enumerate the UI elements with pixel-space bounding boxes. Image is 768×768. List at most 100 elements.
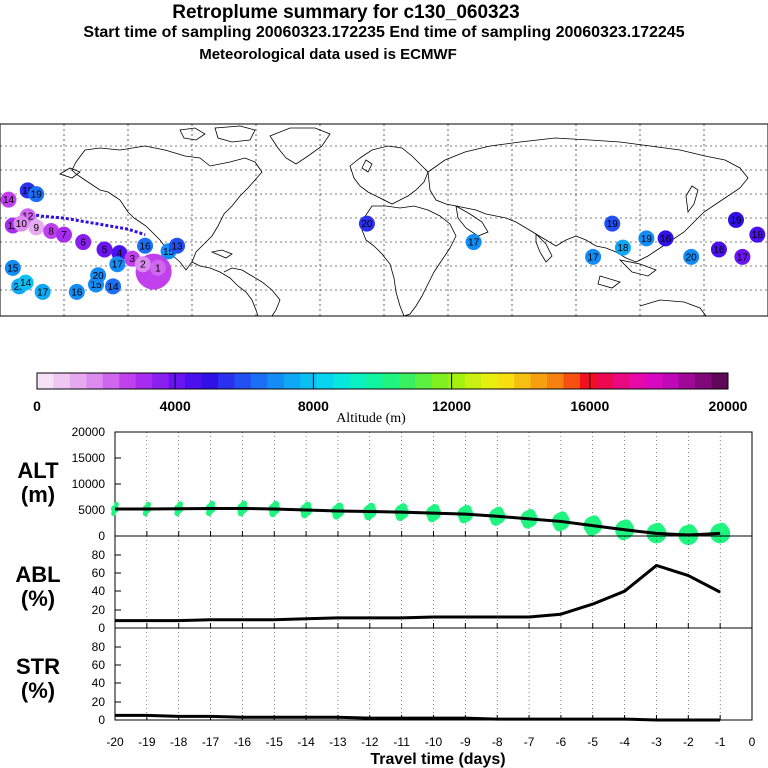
map-marker xyxy=(710,241,727,258)
series-line xyxy=(115,506,721,537)
colorbar-swatch xyxy=(464,373,482,389)
colorbar-swatch xyxy=(69,373,87,389)
colorbar-tick-label: 4000 xyxy=(160,398,191,414)
colorbar-swatch xyxy=(382,373,400,389)
altitude-point xyxy=(462,504,472,515)
map-marker-label: 9 xyxy=(33,223,39,234)
y-tick-label: 60 xyxy=(92,658,106,672)
colorbar-tick-label: 12000 xyxy=(432,398,471,414)
map-marker-label: 16 xyxy=(713,245,725,256)
map-marker xyxy=(0,191,17,208)
panel-label: ALT xyxy=(17,458,59,483)
trajectory-map: 1411121098765432115201417161514201716151… xyxy=(0,123,768,317)
x-tick-label: -6 xyxy=(556,735,567,749)
panel-unit-label: (%) xyxy=(21,586,55,611)
colorbar-swatch xyxy=(86,373,104,389)
x-tick-label: -18 xyxy=(170,735,188,749)
map-marker xyxy=(137,237,154,254)
panel-label: STR xyxy=(16,654,60,679)
altitude-point xyxy=(367,502,376,511)
x-tick-label: -5 xyxy=(587,735,598,749)
map-marker-label: 16 xyxy=(140,241,152,252)
map-marker xyxy=(134,256,151,273)
map-marker-label: 16 xyxy=(71,287,83,298)
altitude-point xyxy=(620,519,632,531)
colorbar-swatch xyxy=(250,373,268,389)
altitude-point xyxy=(303,501,312,509)
map-marker-label: 19 xyxy=(31,190,43,201)
map-marker xyxy=(585,248,602,265)
map-marker xyxy=(465,234,482,251)
x-tick-label: -9 xyxy=(460,735,471,749)
colorbar-swatch xyxy=(678,373,696,389)
x-tick-label: 0 xyxy=(749,735,756,749)
colorbar-swatch xyxy=(398,373,416,389)
colorbar-swatch xyxy=(234,373,252,389)
map-marker-label: 15 xyxy=(90,280,102,291)
map-marker xyxy=(657,230,674,247)
colorbar-swatch xyxy=(481,373,499,389)
trajectory-track xyxy=(21,211,146,237)
altitude-point xyxy=(651,522,664,535)
colorbar-swatch xyxy=(185,373,203,389)
x-tick-label: -8 xyxy=(492,735,503,749)
panel-unit-label: (%) xyxy=(21,678,55,703)
map-marker xyxy=(358,215,375,232)
map-marker-label: 17 xyxy=(737,252,749,263)
y-tick-label: 40 xyxy=(92,584,106,598)
x-tick-label: -12 xyxy=(361,735,379,749)
altitude-point xyxy=(145,501,151,507)
colorbar-swatch xyxy=(530,373,548,389)
y-tick-label: 20 xyxy=(92,603,106,617)
colorbar-swatch xyxy=(201,373,219,389)
colorbar-swatch xyxy=(152,373,170,389)
map-marker-label: 14 xyxy=(108,282,120,293)
map-marker xyxy=(109,256,126,273)
series-line xyxy=(115,563,721,623)
map-marker xyxy=(734,248,751,265)
map-marker xyxy=(17,274,34,291)
colorbar-swatch xyxy=(596,373,614,389)
map-marker-label: 3 xyxy=(129,254,135,265)
altitude-point xyxy=(525,509,536,520)
x-tick-label: -14 xyxy=(297,735,315,749)
map-marker-label: 8 xyxy=(48,226,54,237)
x-tick-label: -7 xyxy=(524,735,535,749)
map-marker-label: 19 xyxy=(607,219,619,230)
map-marker-label: 12 xyxy=(22,212,34,223)
y-tick-label: 60 xyxy=(92,566,106,580)
map-marker-label: 6 xyxy=(80,238,86,249)
x-tick-label: -13 xyxy=(329,735,347,749)
map-marker-label: 5 xyxy=(102,245,108,256)
map-marker-label: 7 xyxy=(61,230,67,241)
colorbar-swatch xyxy=(415,373,433,389)
altitude-point xyxy=(715,522,728,535)
map-marker-label: 11 xyxy=(8,221,19,232)
y-tick-label: 0 xyxy=(98,621,105,635)
colorbar-swatch xyxy=(37,373,54,389)
colorbar-swatch xyxy=(102,373,120,389)
y-tick-label: 80 xyxy=(92,548,106,562)
x-tick-label: -17 xyxy=(202,735,220,749)
map-marker xyxy=(749,226,766,243)
colorbar-swatch xyxy=(645,373,663,389)
altitude-point xyxy=(209,500,216,507)
map-marker xyxy=(34,283,51,300)
map-marker xyxy=(614,239,631,256)
x-tick-label: -16 xyxy=(234,735,252,749)
colorbar-swatch xyxy=(267,373,285,389)
sampling-times: Start time of sampling 20060323.172235 E… xyxy=(83,24,685,41)
colorbar-swatch xyxy=(217,373,235,389)
x-axis-label: Travel time (days) xyxy=(370,751,505,768)
colorbar-swatch xyxy=(333,373,351,389)
trajectory-markers: 1411121098765432115201417161514201716151… xyxy=(0,182,766,300)
colorbar-swatch xyxy=(366,373,383,389)
altitude-point xyxy=(430,503,440,513)
map-marker-label: 20 xyxy=(361,219,373,230)
colorbar-swatch xyxy=(316,373,334,389)
colorbar-swatch xyxy=(283,373,301,389)
map-marker-label: 18 xyxy=(22,186,34,197)
series-line xyxy=(115,713,721,722)
map-marker xyxy=(169,237,186,254)
